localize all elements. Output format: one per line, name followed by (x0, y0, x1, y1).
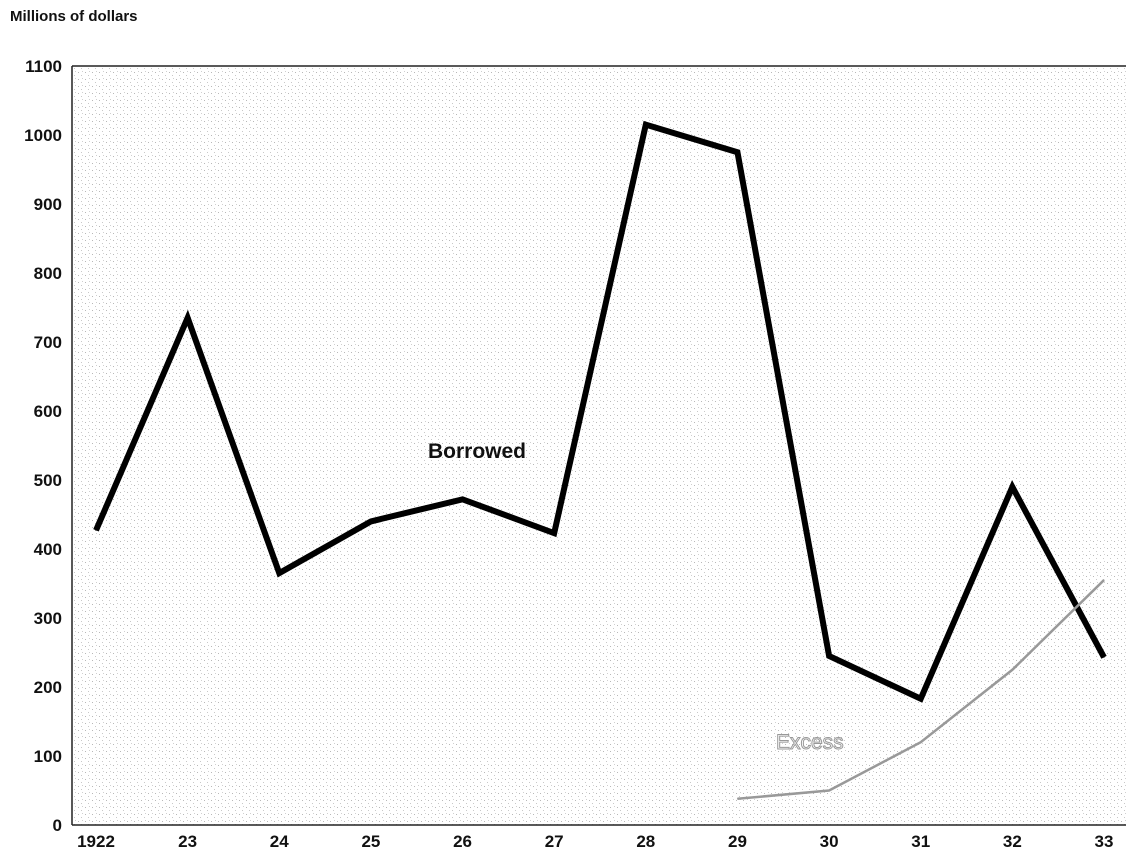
data-point-borrowed (736, 151, 738, 153)
x-tick-label: 31 (911, 832, 930, 851)
y-tick-label: 900 (34, 195, 62, 214)
x-tick-label: 24 (270, 832, 289, 851)
data-point-borrowed (1103, 656, 1105, 658)
series-label-excess: Excess (776, 731, 844, 754)
x-tick-label: 23 (178, 832, 197, 851)
data-point-excess (828, 790, 830, 791)
y-tick-label: 600 (34, 402, 62, 421)
x-tick-label: 1922 (77, 832, 115, 851)
y-axis-label: Millions of dollars (10, 8, 138, 25)
x-tick-label: 33 (1095, 832, 1114, 851)
y-tick-label: 500 (34, 471, 62, 490)
x-tick-label: 32 (1003, 832, 1022, 851)
data-point-borrowed (462, 498, 464, 500)
y-tick-label: 1100 (25, 57, 62, 76)
series-label-borrowed: Borrowed (428, 440, 526, 463)
data-point-excess (1103, 579, 1105, 581)
y-tick-label: 1000 (24, 126, 62, 145)
data-point-borrowed (95, 529, 97, 531)
y-tick-label: 300 (34, 609, 62, 628)
data-point-excess (736, 798, 738, 800)
data-point-borrowed (187, 317, 189, 319)
plot-background (72, 66, 1126, 825)
data-point-borrowed (828, 655, 830, 657)
series-line-borrowed (93, 120, 1107, 703)
x-tick-label: 29 (728, 832, 747, 851)
y-tick-label: 0 (53, 816, 62, 835)
data-point-borrowed (370, 520, 372, 522)
data-point-excess (920, 741, 922, 743)
data-point-borrowed (278, 572, 280, 574)
x-tick-label: 25 (361, 832, 380, 851)
data-point-borrowed (645, 124, 647, 126)
x-tick-label: 30 (820, 832, 839, 851)
y-tick-label: 100 (34, 747, 62, 766)
data-point-borrowed (920, 698, 922, 700)
y-tick-labels: 0 100 200 300 400 500 600 700 800 900 1000 1100 (24, 57, 62, 835)
data-point-borrowed (1011, 486, 1013, 488)
y-tick-label: 400 (34, 540, 62, 559)
x-tick-label: 27 (545, 832, 564, 851)
x-tick-labels: 1922 23 24 25 26 27 28 29 30 31 32 33 (77, 832, 1113, 851)
data-point-excess (1011, 669, 1013, 671)
series-lines (93, 120, 1107, 801)
y-tick-label: 800 (34, 264, 62, 283)
y-tick-label: 700 (34, 333, 62, 352)
data-point-borrowed (553, 532, 555, 534)
y-tick-label: 200 (34, 678, 62, 697)
x-tick-label: 26 (453, 832, 472, 851)
x-tick-label: 28 (636, 832, 655, 851)
